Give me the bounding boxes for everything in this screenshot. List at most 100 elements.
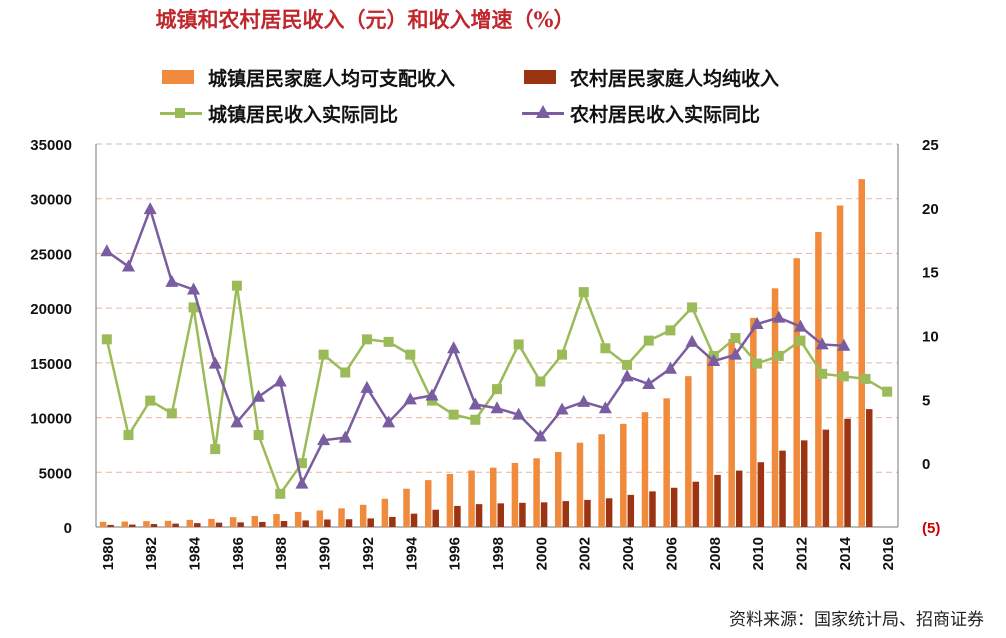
bar-urban-income [316, 510, 324, 527]
point-rural-growth [165, 274, 179, 287]
x-tick-label: 2002 [577, 537, 594, 570]
point-urban-growth [795, 335, 806, 346]
y-left-tick-label: 25000 [30, 246, 72, 263]
legend-line-triangle-icon [522, 104, 564, 122]
point-urban-growth [448, 409, 459, 420]
legend-item-rural-income: 农村居民家庭人均纯收入 [522, 64, 779, 90]
legend-item-urban-growth: 城镇居民收入实际同比 [160, 100, 398, 126]
legend-line-square-icon [160, 104, 202, 122]
x-tick-label: 2006 [663, 537, 680, 570]
bar-rural-income [324, 519, 331, 527]
bar-rural-income [519, 502, 526, 527]
legend-item-urban-income: 城镇居民家庭人均可支配收入 [160, 64, 455, 90]
bar-rural-income [844, 418, 851, 527]
bar-rural-income [475, 504, 483, 527]
legend-label: 农村居民收入实际同比 [570, 103, 761, 126]
bar-urban-income [728, 339, 735, 527]
point-rural-growth [772, 310, 786, 323]
legend-item-rural-growth: 农村居民收入实际同比 [522, 100, 760, 126]
point-rural-growth [317, 433, 331, 446]
legend-label: 城镇居民收入实际同比 [208, 103, 399, 126]
bar-urban-income [511, 462, 519, 527]
point-urban-growth [470, 414, 481, 425]
point-rural-growth [533, 429, 547, 442]
x-tick-label: 2004 [620, 536, 637, 570]
bar-rural-income [779, 450, 786, 527]
y-left-tick-label: 5000 [39, 465, 72, 482]
bar-urban-income [208, 518, 215, 527]
point-rural-growth [685, 334, 699, 347]
bar-urban-income [251, 516, 259, 527]
point-urban-growth [210, 444, 221, 455]
bar-urban-income [836, 205, 844, 527]
x-tick-label: 2008 [707, 537, 724, 570]
point-rural-growth [100, 244, 114, 257]
bar-urban-income [338, 508, 345, 527]
bar-urban-income [750, 317, 757, 527]
point-urban-growth [752, 358, 763, 369]
point-rural-growth [447, 341, 461, 354]
point-urban-growth [557, 349, 568, 360]
bar-rural-income [280, 521, 288, 527]
point-urban-growth [860, 373, 871, 384]
point-rural-growth [620, 369, 634, 382]
bar-urban-income [490, 467, 497, 527]
y-right-tick-label: 20 [922, 201, 939, 218]
bar-rural-income [129, 524, 136, 527]
bar-urban-income [121, 521, 129, 527]
bar-urban-income [424, 480, 432, 527]
point-rural-growth [663, 361, 677, 374]
y-left-tick-label: 30000 [30, 192, 72, 209]
bar-rural-income [865, 409, 873, 527]
point-urban-growth [578, 287, 589, 298]
point-rural-growth [122, 259, 136, 272]
point-rural-growth [642, 377, 656, 390]
point-rural-growth [490, 401, 504, 414]
bar-rural-income [259, 521, 266, 527]
point-urban-growth [513, 339, 524, 350]
point-urban-growth [253, 430, 264, 441]
bar-rural-income [735, 470, 743, 527]
point-urban-growth [188, 302, 199, 313]
point-rural-growth [837, 338, 851, 351]
bar-urban-income [294, 511, 302, 527]
point-rural-growth [728, 347, 742, 360]
legend-bar-orange-icon [160, 68, 202, 86]
point-urban-growth [296, 458, 307, 469]
bar-urban-income [381, 498, 389, 527]
bar-rural-income [345, 519, 353, 527]
y-right-tick-label: (5) [922, 520, 940, 537]
point-rural-growth [512, 407, 526, 420]
point-rural-growth [338, 430, 352, 443]
bar-urban-income [99, 521, 107, 527]
bar-urban-income [359, 504, 367, 527]
bar-urban-income [468, 470, 475, 527]
bar-urban-income [620, 423, 627, 527]
bar-urban-income [273, 514, 280, 527]
y-left-tick-label: 0 [64, 520, 72, 537]
point-urban-growth [383, 336, 394, 347]
point-urban-growth [166, 408, 177, 419]
point-urban-growth [643, 335, 654, 346]
bar-urban-income [186, 519, 194, 527]
x-tick-label: 1982 [143, 537, 160, 570]
bar-rural-income [454, 505, 461, 527]
x-tick-label: 1992 [360, 537, 377, 570]
point-urban-growth [600, 343, 611, 354]
point-rural-growth [382, 415, 396, 428]
bar-urban-income [229, 517, 237, 527]
bar-urban-income [598, 434, 605, 527]
x-tick-label: 1994 [403, 536, 420, 570]
point-urban-growth [773, 350, 784, 361]
point-urban-growth [123, 430, 134, 441]
point-rural-growth [555, 402, 569, 415]
point-urban-growth [231, 280, 242, 291]
bar-urban-income [706, 354, 714, 527]
bar-rural-income [367, 518, 374, 527]
y-left-tick-label: 10000 [30, 411, 72, 428]
bar-rural-income [757, 462, 765, 527]
x-tick-label: 1996 [447, 537, 464, 570]
point-rural-growth [187, 282, 201, 295]
point-urban-growth [405, 349, 416, 360]
